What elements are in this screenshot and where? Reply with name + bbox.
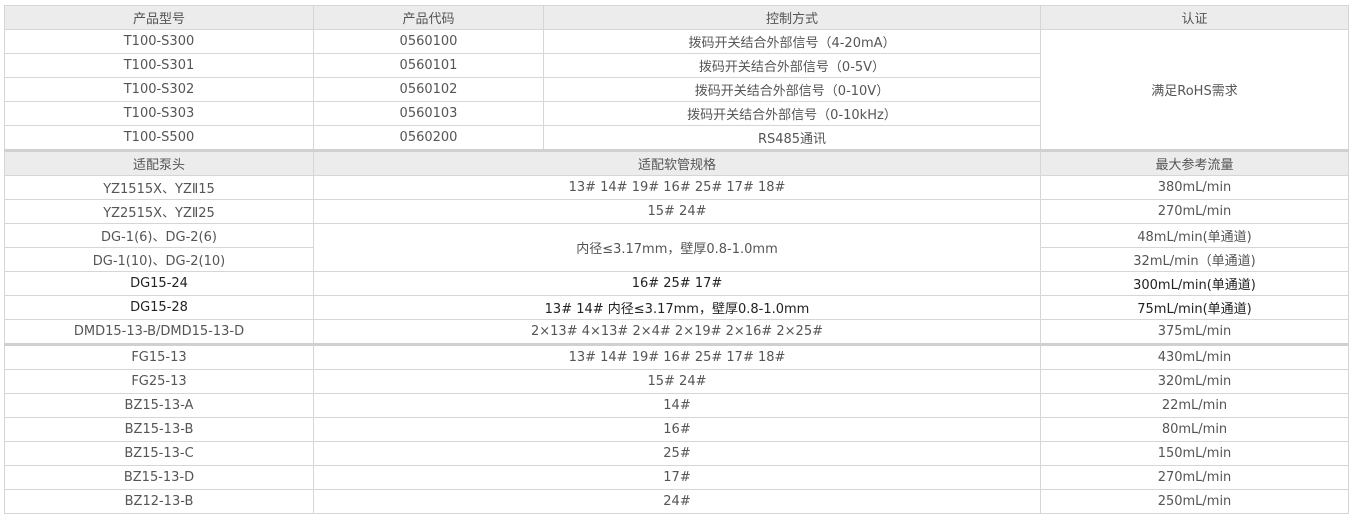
- table-cell: 拨码开关结合外部信号（0-5V）: [543, 53, 1041, 78]
- table-row: YZ2515X、YZⅡ25 15# 24# 270mL/min: [4, 199, 1349, 224]
- table-row: BZ15-13-B 16# 80mL/min: [4, 417, 1349, 442]
- table-row: BZ15-13-D 17# 270mL/min: [4, 465, 1349, 490]
- table-cell: 16# 25# 17#: [313, 271, 1041, 296]
- table-cell: FG15-13: [4, 343, 314, 370]
- table-row: FG15-13 13# 14# 19# 16# 25# 17# 18# 430mL/…: [4, 343, 1349, 370]
- table-cell: 0560101: [313, 53, 544, 78]
- table-cell: 320mL/min: [1040, 369, 1349, 394]
- table-cell: BZ15-13-D: [4, 465, 314, 490]
- header-row: 产品型号 产品代码 控制方式 认证: [4, 5, 1349, 30]
- table-row: DMD15-13-B/DMD15-13-D 2×13# 4×13# 2×4# 2×…: [4, 319, 1349, 345]
- table-cell: 270mL/min: [1040, 199, 1349, 224]
- table-cell: YZ1515X、YZⅡ15: [4, 175, 314, 200]
- table-row: YZ1515X、YZⅡ15 13# 14# 19# 16# 25# 17# 18#…: [4, 175, 1349, 200]
- table-cell: 80mL/min: [1040, 417, 1349, 442]
- table-cell: 25#: [313, 441, 1041, 466]
- table-cell: 300mL/min(单通道): [1040, 271, 1349, 296]
- table-cell: DMD15-13-B/DMD15-13-D: [4, 319, 314, 345]
- column-header: 适配软管规格: [313, 149, 1041, 176]
- table-cell: T100-S301: [4, 53, 314, 78]
- column-header: 产品型号: [4, 5, 314, 30]
- table-cell: 15# 24#: [313, 199, 1041, 224]
- column-header: 最大参考流量: [1040, 149, 1349, 176]
- table-row: T100-S302 0560102 拨码开关结合外部信号（0-10V）: [4, 77, 1349, 102]
- table-cell: 270mL/min: [1040, 465, 1349, 490]
- column-header: 产品代码: [313, 5, 544, 30]
- table-cell: 250mL/min: [1040, 489, 1349, 514]
- table-row: BZ15-13-A 14# 22mL/min: [4, 393, 1349, 418]
- table-cell: T100-S500: [4, 125, 314, 151]
- table-cell: DG15-24: [4, 271, 314, 296]
- column-header: 适配泵头: [4, 149, 314, 176]
- column-header: 认证: [1040, 5, 1349, 30]
- table-cell: BZ12-13-B: [4, 489, 314, 514]
- table-cell: 150mL/min: [1040, 441, 1349, 466]
- table-cell: BZ15-13-A: [4, 393, 314, 418]
- column-header: 控制方式: [543, 5, 1041, 30]
- table-cell: 48mL/min(单通道): [1040, 223, 1349, 248]
- table-cell: 拨码开关结合外部信号（4-20mA）: [543, 29, 1041, 54]
- table-cell: FG25-13: [4, 369, 314, 394]
- table-cell: 16#: [313, 417, 1041, 442]
- table-row: DG-1(6)、DG-2(6) 内径≤3.17mm，壁厚0.8-1.0mm 48mL…: [4, 223, 1349, 272]
- table-cell: RS485通讯: [543, 125, 1041, 151]
- table-cell: T100-S300: [4, 29, 314, 54]
- table-cell: 22mL/min: [1040, 393, 1349, 418]
- table-cell: 0560103: [313, 101, 544, 126]
- table-cell: 14#: [313, 393, 1041, 418]
- table-cell: 75mL/min(单通道): [1040, 295, 1349, 320]
- table-cell: 0560100: [313, 29, 544, 54]
- table-cell: 430mL/min: [1040, 343, 1349, 370]
- table-cell: 13# 14# 内径≤3.17mm，壁厚0.8-1.0mm: [313, 295, 1041, 320]
- table-cell: 380mL/min: [1040, 175, 1349, 200]
- table-cell: 拨码开关结合外部信号（0-10V）: [543, 77, 1041, 102]
- table-cell: DG-1(6)、DG-2(6): [4, 223, 314, 248]
- table-row: T100-S500 0560200 RS485通讯: [4, 125, 1349, 151]
- table-row: BZ12-13-B 24# 250mL/min: [4, 489, 1349, 514]
- table-cell: 0560200: [313, 125, 544, 151]
- table-cell: 内径≤3.17mm，壁厚0.8-1.0mm: [313, 223, 1041, 272]
- table-cell: BZ15-13-C: [4, 441, 314, 466]
- table-cell: BZ15-13-B: [4, 417, 314, 442]
- table-row: BZ15-13-C 25# 150mL/min: [4, 441, 1349, 466]
- table-cell: DG15-28: [4, 295, 314, 320]
- table-row: DG-1(10)、DG-2(10) 32mL/min（单通道): [4, 247, 1349, 272]
- table-row: T100-S300 0560100 拨码开关结合外部信号（4-20mA） 满足RoHS…: [4, 29, 1349, 151]
- table-row: DG15-28 13# 14# 内径≤3.17mm，壁厚0.8-1.0mm 75mL…: [4, 295, 1349, 320]
- table-cell: 2×13# 4×13# 2×4# 2×19# 2×16# 2×25#: [313, 319, 1041, 345]
- table-row: DG15-24 16# 25# 17# 300mL/min(单通道): [4, 271, 1349, 296]
- spec-table: 产品型号 产品代码 控制方式 认证 T100-S300 0560100 拨码开关结合外部信号…: [4, 5, 1349, 514]
- header-row: 适配泵头 适配软管规格 最大参考流量: [4, 149, 1349, 176]
- table-cell: 13# 14# 19# 16# 25# 17# 18#: [313, 175, 1041, 200]
- table-row: T100-S303 0560103 拨码开关结合外部信号（0-10kHz）: [4, 101, 1349, 126]
- table-cell: 13# 14# 19# 16# 25# 17# 18#: [313, 343, 1041, 370]
- table-cell: DG-1(10)、DG-2(10): [4, 247, 314, 272]
- table-cell: 0560102: [313, 77, 544, 102]
- table-cell: 24#: [313, 489, 1041, 514]
- table-row: FG25-13 15# 24# 320mL/min: [4, 369, 1349, 394]
- certification-cell: 满足RoHS需求: [1040, 29, 1349, 151]
- table-cell: 15# 24#: [313, 369, 1041, 394]
- table-cell: 32mL/min（单通道): [1040, 247, 1349, 272]
- table-cell: YZ2515X、YZⅡ25: [4, 199, 314, 224]
- table-cell: 拨码开关结合外部信号（0-10kHz）: [543, 101, 1041, 126]
- table-cell: 375mL/min: [1040, 319, 1349, 345]
- table-cell: T100-S303: [4, 101, 314, 126]
- table-cell: T100-S302: [4, 77, 314, 102]
- table-cell: 17#: [313, 465, 1041, 490]
